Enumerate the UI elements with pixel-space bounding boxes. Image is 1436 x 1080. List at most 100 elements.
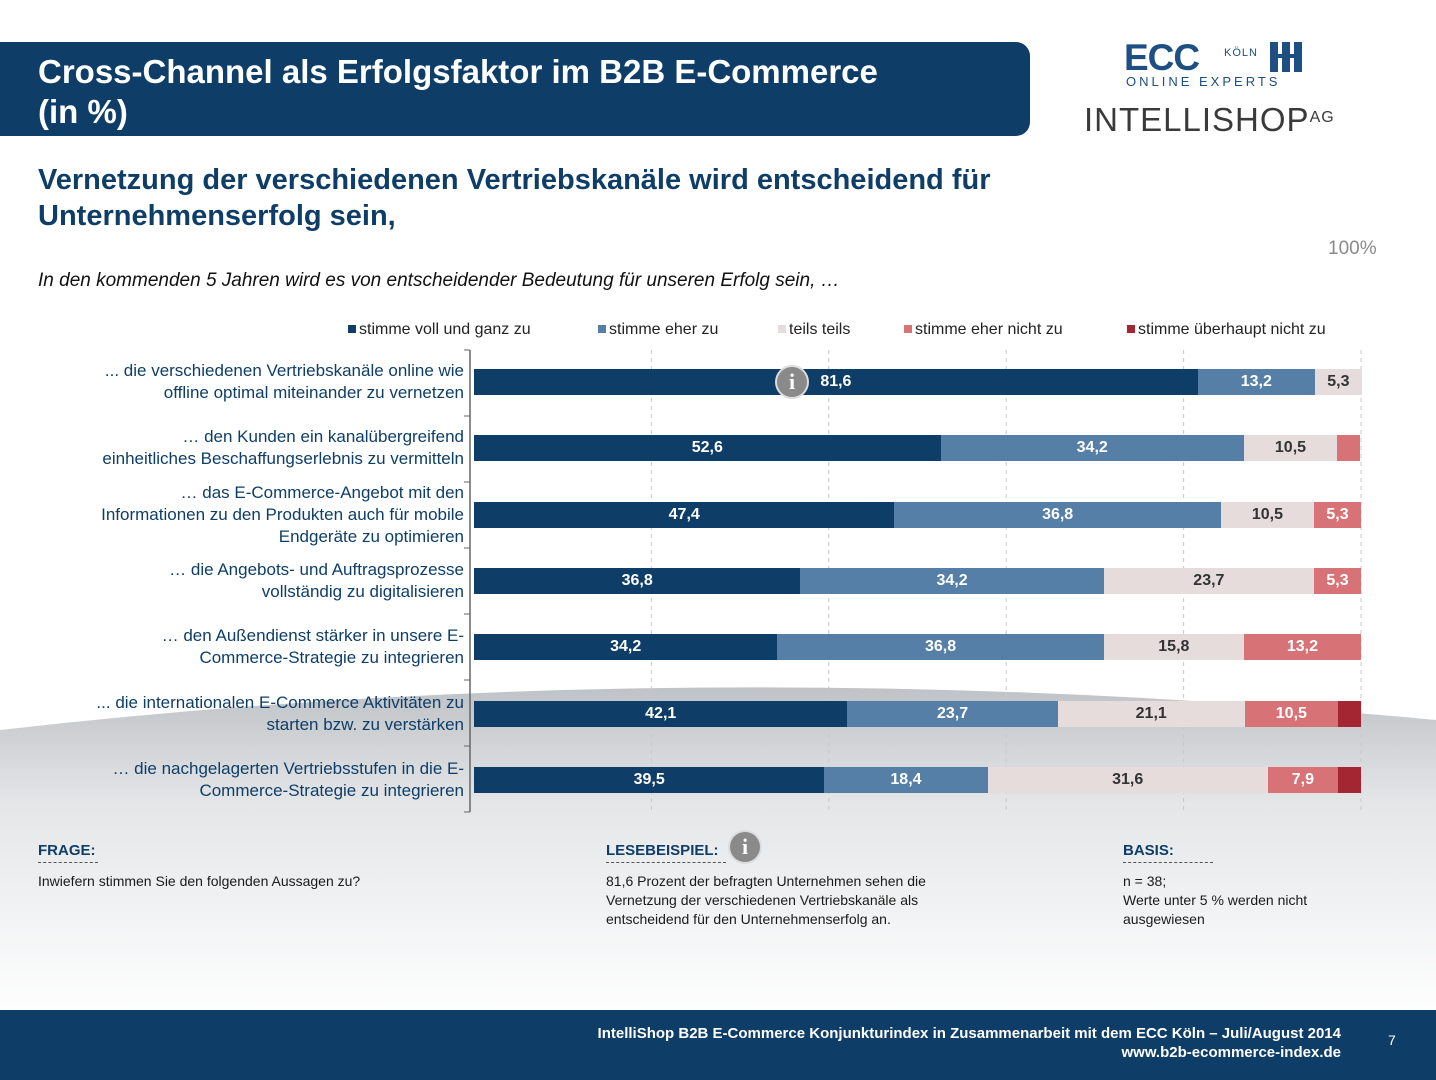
data-label: 39,5	[633, 770, 665, 788]
data-label: 5,3	[1326, 571, 1349, 589]
data-label: 23,7	[936, 704, 969, 722]
legend-item: stimme eher zu	[598, 321, 718, 339]
bar-segment: 52,6	[474, 435, 941, 462]
row-label-line: … den Kunden ein kanalübergreifend	[182, 427, 464, 447]
bar-segment: 36,8	[894, 501, 1221, 528]
footer-url[interactable]: www.b2b-ecommerce-index.de	[1121, 1044, 1341, 1061]
lesebeispiel-line2: Vernetzung der verschiedenen Vertriebska…	[606, 892, 919, 908]
data-label: 15,8	[1158, 638, 1190, 656]
data-label: 52,6	[691, 439, 723, 457]
data-label: 36,8	[621, 571, 653, 589]
data-label: 36,8	[924, 638, 957, 656]
data-label: 10,5	[1251, 505, 1283, 523]
data-label: 42,1	[645, 704, 677, 722]
info-icon[interactable]: i	[730, 832, 760, 862]
bar-segment: 10,5	[1220, 501, 1314, 528]
row-label-line: Commerce-Strategie zu integrieren	[199, 780, 464, 800]
page-number: 7	[1388, 1032, 1396, 1048]
footer-text: IntelliShop B2B E-Commerce Konjunkturind…	[598, 1024, 1341, 1062]
legend-item: stimme voll und ganz zu	[348, 321, 531, 339]
page-title: Cross-Channel als Erfolgsfaktor im B2B E…	[38, 52, 998, 132]
row-label: … das E-Commerce-Angebot mit den Informat…	[40, 482, 464, 548]
row-label-line: Informationen zu den Produkten auch für …	[101, 504, 464, 524]
lesebeispiel-line1: 81,6 Prozent der befragten Unternehmen s…	[606, 873, 926, 889]
subtitle-line1: Vernetzung der verschiedenen Vertriebska…	[38, 164, 991, 196]
legend-swatch	[348, 325, 356, 333]
bar-segment: 31,6	[987, 766, 1268, 793]
intellishop-logo-text: INTELLISHOP	[1084, 101, 1310, 138]
data-label: 47,4	[668, 505, 700, 523]
basis-text: n = 38; Werte unter 5 % werden nicht aus…	[1123, 872, 1307, 929]
data-label: 31,6	[1112, 770, 1144, 788]
lesebeispiel-text: 81,6 Prozent der befragten Unternehmen s…	[606, 872, 926, 929]
lesebeispiel-divider	[606, 862, 726, 863]
legend-label: stimme eher zu	[609, 321, 719, 338]
row-label-line: … die Angebots- und Auftragsprozesse	[169, 559, 464, 579]
bar-segment: 10,5	[1243, 435, 1338, 462]
frage-divider	[38, 862, 98, 863]
data-label: 5,3	[1327, 373, 1350, 390]
bar-segment: 13,2	[1197, 369, 1315, 395]
row-label-line: einheitliches Beschaffungserlebnis zu ve…	[102, 449, 464, 469]
ecc-logo-text: ECC	[1124, 37, 1200, 78]
bar-segment: 13,2	[1243, 634, 1361, 661]
row-label-line: … den Außendienst stärker in unsere E-	[161, 626, 464, 646]
bar-segment: 18,4	[824, 766, 988, 793]
legend-item: stimme eher nicht zu	[904, 321, 1063, 339]
legend-label: stimme voll und ganz zu	[359, 321, 531, 338]
row-label-line: starten bzw. zu verstärken	[266, 714, 464, 734]
legend-item: teils teils	[778, 321, 850, 339]
bar-segment	[1337, 435, 1361, 462]
ecc-logo: ECC KÖLN ONLINE EXPERTS	[1124, 37, 1314, 90]
lesebeispiel-title: LESEBEISPIEL:	[606, 842, 719, 859]
row-label: … die nachgelagerten Vertriebsstufen in …	[40, 758, 464, 802]
bar-segment: 5,3	[1314, 369, 1362, 395]
data-label: 18,4	[890, 770, 922, 788]
data-label: 10,5	[1275, 704, 1307, 722]
row-label-line: vollständig zu digitalisieren	[261, 581, 464, 601]
basis-line2: Werte unter 5 % werden nicht	[1123, 892, 1308, 908]
info-icon[interactable]: i	[777, 367, 807, 397]
bar-segment: 36,8	[474, 567, 801, 594]
row-label: … den Außendienst stärker in unsere E- Co…	[40, 625, 464, 669]
row-label-line: … die nachgelagerten Vertriebsstufen in …	[112, 758, 464, 778]
basis-title: BASIS:	[1123, 842, 1174, 859]
bar-segment: 47,4	[474, 501, 895, 528]
frage-text: Inwiefern stimmen Sie den folgenden Auss…	[38, 873, 361, 889]
row-label-line: ... die internationalen E-Commerce Aktiv…	[96, 692, 464, 712]
data-label: 81,6	[820, 373, 852, 390]
row-label: ... die verschiedenen Vertriebskanäle on…	[40, 360, 464, 404]
lesebeispiel-line3: entscheidend für den Unternehmenserfolg …	[606, 911, 891, 927]
intellishop-logo-ag: AG	[1309, 109, 1335, 126]
bar-segment: 21,1	[1057, 700, 1245, 727]
intellishop-logo: INTELLISHOPAG	[1084, 100, 1335, 140]
data-label: 36,8	[1042, 505, 1074, 523]
row-label: … die Angebots- und Auftragsprozesse voll…	[40, 559, 464, 603]
bar-segment: 34,2	[474, 634, 778, 661]
bar-segment: 10,5	[1244, 700, 1338, 727]
legend-swatch	[598, 325, 606, 333]
hundred-percent-label: 100%	[1328, 238, 1377, 259]
ecc-grid-icon	[1270, 42, 1302, 72]
data-label: 34,2	[1076, 439, 1108, 457]
page-title-line2: (in %)	[38, 93, 128, 130]
data-label: 13,2	[1286, 638, 1319, 656]
data-label: 34,2	[936, 571, 968, 589]
row-label-line: Commerce-Strategie zu integrieren	[199, 648, 464, 668]
footer-bar	[0, 1010, 1436, 1080]
bar-segment: 5,3	[1313, 567, 1361, 594]
legend-swatch	[1127, 325, 1135, 333]
legend-label: stimme überhaupt nicht zu	[1138, 321, 1326, 338]
frage-title: FRAGE:	[38, 842, 96, 859]
bar-segment: 5,3	[1313, 501, 1361, 528]
bar-segment: 15,8	[1103, 634, 1244, 661]
data-label: 21,1	[1135, 704, 1167, 722]
data-label: 34,2	[610, 638, 642, 656]
ecc-logo-sub: ONLINE EXPERTS	[1126, 74, 1281, 89]
data-label: 10,5	[1274, 439, 1307, 457]
bar-segment: 34,2	[940, 435, 1244, 462]
row-label-line: Endgeräte zu optimieren	[278, 526, 464, 546]
basis-line1: n = 38;	[1123, 873, 1167, 889]
title-bar	[0, 42, 1030, 136]
